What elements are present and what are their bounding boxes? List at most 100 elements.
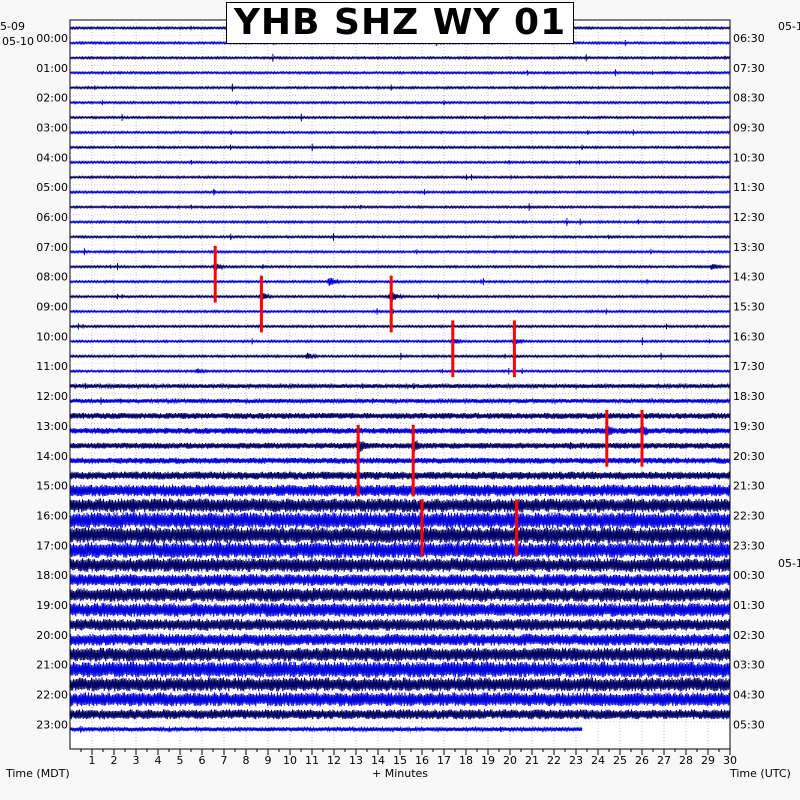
right-hour-label: 07:30 — [733, 62, 765, 75]
x-tick-label: 5 — [177, 754, 184, 767]
left-axis-label: Time (MDT) — [5, 767, 70, 780]
trace-row — [70, 248, 731, 256]
trace-row — [70, 542, 731, 559]
trace-row — [70, 397, 731, 405]
right-hour-label: 06:30 — [733, 32, 765, 45]
x-tick-label: 17 — [437, 754, 451, 767]
trace-row — [70, 512, 731, 529]
right-date-mid: 05-1 — [778, 557, 800, 570]
left-hour-label: 17:00 — [36, 539, 68, 552]
right-hour-label: 23:30 — [733, 539, 765, 552]
x-tick-label: 21 — [525, 754, 539, 767]
x-tick-label: 18 — [459, 754, 473, 767]
trace-row — [70, 277, 731, 287]
x-tick-label: 13 — [349, 754, 363, 767]
left-hour-label: 04:00 — [36, 151, 68, 164]
x-tick-label: 2 — [111, 754, 118, 767]
left-hour-label: 02:00 — [36, 92, 68, 105]
right-hour-label: 22:30 — [733, 509, 765, 522]
right-hour-label: 05:30 — [733, 718, 765, 731]
x-tick-label: 20 — [503, 754, 517, 767]
right-hour-label: 10:30 — [733, 151, 765, 164]
right-hour-label: 04:30 — [733, 688, 765, 701]
x-axis-label: + Minutes — [372, 767, 428, 780]
right-hour-label: 03:30 — [733, 659, 765, 672]
trace-row — [70, 382, 731, 390]
right-hour-label: 13:30 — [733, 241, 765, 254]
seismic-events — [213, 245, 644, 557]
trace-row — [70, 527, 731, 544]
left-hour-label: 20:00 — [36, 629, 68, 642]
right-hour-label: 00:30 — [733, 569, 765, 582]
left-hour-label: 22:00 — [36, 688, 68, 701]
x-tick-label: 15 — [393, 754, 407, 767]
trace-row — [70, 484, 731, 497]
right-hour-label: 18:30 — [733, 390, 765, 403]
trace-row — [70, 188, 731, 196]
right-hour-label: 12:30 — [733, 211, 765, 224]
right-hour-label: 08:30 — [733, 92, 765, 105]
chart-title-box: YHB SHZ WY 01 — [226, 2, 574, 44]
trace-row — [70, 113, 731, 122]
left-hour-label: 14:00 — [36, 450, 68, 463]
right-date-top: 05-1 — [778, 20, 800, 33]
x-tick-label: 19 — [481, 754, 495, 767]
trace-row — [70, 218, 731, 226]
left-hour-label: 07:00 — [36, 241, 68, 254]
trace-row — [70, 558, 731, 573]
right-axis-label: Time (UTC) — [729, 767, 791, 780]
trace-row — [70, 308, 731, 315]
trace-row — [70, 498, 731, 513]
trace-row — [70, 677, 731, 692]
right-hour-label: 09:30 — [733, 122, 765, 135]
x-tick-label: 9 — [265, 754, 272, 767]
right-hour-label: 01:30 — [733, 599, 765, 612]
x-tick-label: 16 — [415, 754, 429, 767]
x-tick-label: 22 — [547, 754, 561, 767]
left-hour-labels: 00:00 01:00 02:00 03:00 04:00 05:00 06:00 07:00… — [36, 32, 68, 731]
trace-row — [70, 69, 731, 77]
right-hour-label: 20:30 — [733, 450, 765, 463]
left-hour-label: 01:00 — [36, 62, 68, 75]
trace-row — [70, 100, 731, 106]
left-hour-label: 16:00 — [36, 509, 68, 522]
right-hour-label: 15:30 — [733, 301, 765, 314]
trace-row — [70, 291, 731, 302]
x-tick-label: 26 — [635, 754, 649, 767]
left-hour-label: 13:00 — [36, 420, 68, 433]
trace-row — [70, 574, 731, 587]
x-tick-label: 25 — [613, 754, 627, 767]
x-tick-label: 8 — [243, 754, 250, 767]
trace-row — [70, 352, 731, 360]
x-tick-label: 28 — [679, 754, 693, 767]
x-tick-label: 10 — [283, 754, 297, 767]
trace-row — [70, 647, 731, 662]
trace-row — [70, 587, 731, 602]
x-tick-label: 1 — [89, 754, 96, 767]
x-tick-label: 24 — [591, 754, 605, 767]
trace-row — [70, 159, 731, 165]
x-tick-label: 11 — [305, 754, 319, 767]
trace-row — [70, 471, 731, 480]
x-tick-label: 23 — [569, 754, 583, 767]
left-hour-label: 00:00 — [36, 32, 68, 45]
trace-row — [70, 438, 731, 455]
trace-row — [70, 633, 731, 646]
x-tick-label: 29 — [701, 754, 715, 767]
x-tick-label: 14 — [371, 754, 385, 767]
trace-row — [70, 203, 731, 211]
trace-row — [70, 323, 731, 330]
left-hour-label: 10:00 — [36, 330, 68, 343]
right-hour-label: 19:30 — [733, 420, 765, 433]
left-hour-label: 03:00 — [36, 122, 68, 135]
left-hour-label: 08:00 — [36, 271, 68, 284]
left-hour-label: 19:00 — [36, 599, 68, 612]
chart-title: YHB SHZ WY 01 — [233, 2, 567, 43]
right-hour-label: 21:30 — [733, 480, 765, 493]
trace-row — [70, 143, 731, 152]
trace-row — [70, 457, 731, 464]
left-hour-label: 23:00 — [36, 718, 68, 731]
trace-row — [70, 424, 731, 438]
right-hour-label: 16:30 — [733, 330, 765, 343]
